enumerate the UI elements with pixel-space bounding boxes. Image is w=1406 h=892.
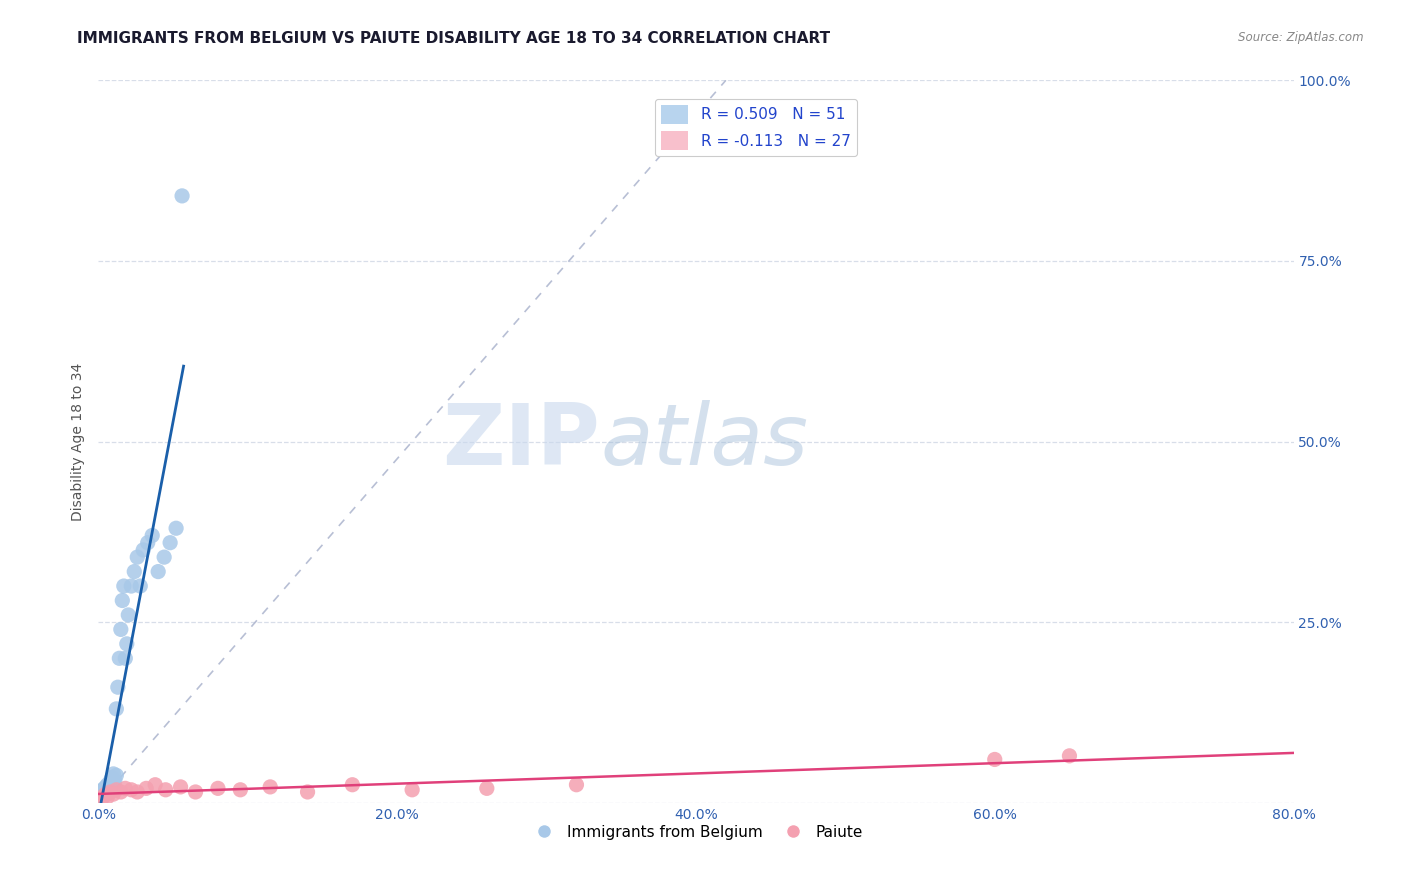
Point [565, 778, 588, 792]
Point [127, 550, 149, 565]
Text: ZIP: ZIP [443, 400, 600, 483]
Point [96, 778, 118, 792]
Point [153, 550, 176, 565]
Point [105, 702, 128, 716]
Point [259, 780, 281, 794]
Point [103, 787, 125, 801]
Point [94, 782, 117, 797]
Point [94, 787, 117, 801]
Point [117, 607, 139, 622]
Point [229, 782, 252, 797]
Point [984, 752, 1007, 766]
Point [132, 542, 155, 557]
Point [93, 789, 115, 803]
Point [111, 593, 134, 607]
Point [207, 781, 229, 796]
Point [90, 791, 112, 805]
Point [169, 780, 191, 794]
Point [475, 781, 498, 796]
Point [91, 787, 114, 801]
Point [91, 790, 114, 805]
Point [141, 528, 163, 542]
Point [184, 785, 207, 799]
Point [103, 767, 125, 781]
Point [89, 792, 111, 806]
Point [165, 521, 187, 535]
Point [89, 787, 111, 801]
Point [91, 790, 114, 805]
Point [89, 789, 111, 803]
Point [107, 680, 129, 694]
Point [342, 778, 364, 792]
Point [108, 651, 131, 665]
Point [89, 792, 111, 806]
Point [114, 651, 136, 665]
Point [94, 787, 117, 801]
Point [97, 782, 120, 797]
Point [115, 637, 138, 651]
Point [98, 774, 122, 789]
Point [155, 782, 177, 797]
Text: atlas: atlas [600, 400, 808, 483]
Point [96, 785, 118, 799]
Point [90, 789, 112, 803]
Point [91, 782, 114, 797]
Point [97, 778, 120, 792]
Point [101, 778, 124, 792]
Point [105, 768, 128, 782]
Point [124, 565, 146, 579]
Point [98, 785, 122, 799]
Point [148, 565, 170, 579]
Point [90, 785, 112, 799]
Point [297, 785, 319, 799]
Point [104, 774, 127, 789]
Point [89, 790, 111, 805]
Text: IMMIGRANTS FROM BELGIUM VS PAIUTE DISABILITY AGE 18 TO 34 CORRELATION CHART: IMMIGRANTS FROM BELGIUM VS PAIUTE DISABI… [77, 31, 831, 46]
Point [101, 771, 124, 785]
Point [120, 579, 142, 593]
Point [120, 782, 142, 797]
Point [1059, 748, 1081, 763]
Point [401, 782, 423, 797]
Legend: Immigrants from Belgium, Paiute: Immigrants from Belgium, Paiute [523, 819, 869, 846]
Point [112, 579, 135, 593]
Point [127, 785, 149, 799]
Point [114, 781, 136, 796]
Point [129, 579, 152, 593]
Point [105, 782, 128, 797]
Point [96, 781, 118, 796]
Point [91, 784, 114, 798]
Text: Source: ZipAtlas.com: Source: ZipAtlas.com [1239, 31, 1364, 45]
Point [159, 535, 181, 549]
Point [103, 774, 125, 789]
Point [98, 781, 122, 796]
Point [94, 780, 117, 794]
Point [93, 789, 115, 803]
Point [143, 778, 166, 792]
Point [135, 781, 157, 796]
Point [96, 790, 118, 805]
Point [136, 535, 159, 549]
Point [93, 781, 115, 796]
Point [93, 785, 115, 799]
Y-axis label: Disability Age 18 to 34: Disability Age 18 to 34 [70, 362, 84, 521]
Point [172, 189, 194, 203]
Point [110, 785, 132, 799]
Point [110, 623, 132, 637]
